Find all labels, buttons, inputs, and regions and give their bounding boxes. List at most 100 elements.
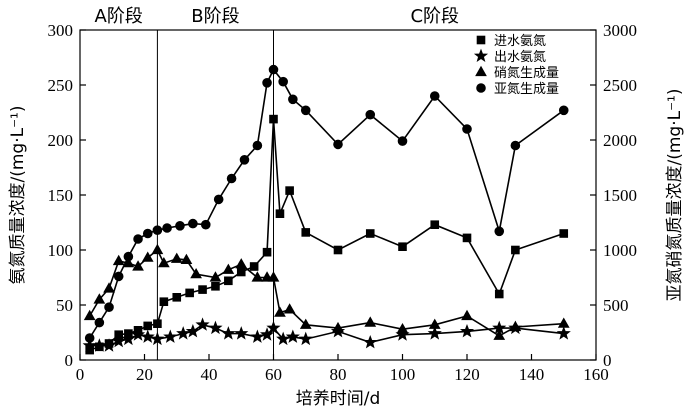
point-outflow-ammonia [150,331,165,346]
legend-marker [475,65,487,77]
y-left-tick-label: 50 [56,296,73,315]
point-nitrite-production [239,155,250,165]
point-inflow-ammonia [211,282,220,291]
point-nitrite-production [113,271,124,282]
y-left-tick-label: 0 [65,351,74,370]
series-nitrite-production [84,64,569,343]
point-nitrate-production [493,329,506,340]
point-nitrite-production [104,302,114,313]
point-inflow-ammonia [333,245,343,255]
x-tick-label: 160 [583,365,609,384]
point-outflow-ammonia [276,331,291,346]
point-nitrite-production [188,218,198,229]
point-nitrite-production [558,105,569,116]
point-nitrate-production [461,309,473,321]
point-nitrate-production [209,271,222,282]
point-outflow-ammonia [363,334,378,349]
phase-label: C阶段 [410,6,459,27]
point-inflow-ammonia [559,229,569,238]
point-nitrate-production [157,256,170,268]
point-nitrite-production [123,251,134,262]
point-outflow-ammonia [298,331,313,346]
y-right-axis-title: 亚氮硝氮质量浓度/(mg·L⁻¹) [665,88,685,301]
point-nitrate-production [83,309,96,321]
point-inflow-ammonia [236,267,246,277]
y-right-tick-label: 2000 [603,131,637,150]
point-outflow-ammonia [163,329,178,343]
point-nitrite-production [429,91,440,101]
y-right-tick-label: 3000 [603,21,637,40]
point-nitrite-production [213,194,224,205]
point-inflow-ammonia [262,247,272,257]
point-nitrite-production [252,140,263,151]
x-tick-label: 140 [519,365,545,384]
point-nitrate-production [112,254,125,266]
point-nitrate-production [103,282,115,293]
point-outflow-ammonia [285,329,300,343]
point-inflow-ammonia [511,245,520,255]
x-tick-label: 60 [265,365,282,384]
point-outflow-ammonia [234,326,249,340]
y-left-tick-label: 250 [48,76,74,95]
point-nitrate-production [557,317,570,328]
point-nitrate-production [283,303,296,314]
y-left-axis-title: 氨氮质量浓度/(mg·L⁻¹) [8,105,28,284]
point-nitrite-production [288,94,298,105]
y-right-tick-label: 0 [603,351,612,370]
point-outflow-ammonia [208,320,223,335]
point-inflow-ammonia [249,262,259,271]
point-inflow-ammonia [172,293,182,302]
y-right-tick-label: 1000 [603,241,637,260]
point-inflow-ammonia [185,288,194,298]
point-inflow-ammonia [198,285,207,294]
phase-label: B阶段 [191,6,239,27]
point-outflow-ammonia [111,333,126,348]
point-nitrite-production [462,124,472,134]
point-inflow-ammonia [285,186,294,195]
point-inflow-ammonia [275,209,285,218]
point-nitrite-production [200,219,211,230]
point-outflow-ammonia [427,326,442,340]
point-nitrite-production [278,76,288,87]
point-nitrate-production [190,267,202,279]
point-nitrite-production [333,139,343,150]
point-nitrite-production [268,64,279,75]
y-left-tick-label: 200 [48,131,74,150]
point-inflow-ammonia [301,228,311,237]
point-outflow-ammonia [259,327,275,341]
point-outflow-ammonia [195,317,210,331]
x-tick-label: 120 [454,365,480,384]
point-nitrate-production [170,252,183,263]
point-inflow-ammonia [430,220,440,229]
point-outflow-ammonia [221,326,236,340]
point-nitrite-production [262,78,272,88]
point-outflow-ammonia [459,323,475,338]
series-outflow-ammonia [82,317,571,352]
point-nitrite-production [94,317,105,328]
point-inflow-ammonia [224,276,233,286]
y-right-tick-label: 500 [603,296,629,315]
y-left-tick-label: 100 [48,241,74,260]
legend-label: 硝氮生成量 [494,66,559,81]
point-nitrite-production [162,223,172,233]
point-nitrite-production [152,225,163,235]
point-nitrate-production [396,322,409,334]
point-outflow-ammonia [266,320,281,335]
point-nitrite-production [175,221,185,231]
point-inflow-ammonia [494,289,504,299]
point-inflow-ammonia [153,319,162,328]
point-nitrite-production [84,333,95,343]
point-nitrate-production [141,251,154,262]
y-right-tick-label: 2500 [603,76,637,95]
point-nitrite-production [365,109,376,120]
point-outflow-ammonia [250,329,265,343]
x-tick-label: 100 [390,365,416,384]
legend-marker [476,35,486,45]
point-nitrite-production [142,228,153,239]
x-tick-label: 0 [76,365,85,384]
series-nitrate-production [83,243,570,340]
point-nitrate-production [364,316,377,327]
y-left-tick-label: 300 [48,21,74,40]
